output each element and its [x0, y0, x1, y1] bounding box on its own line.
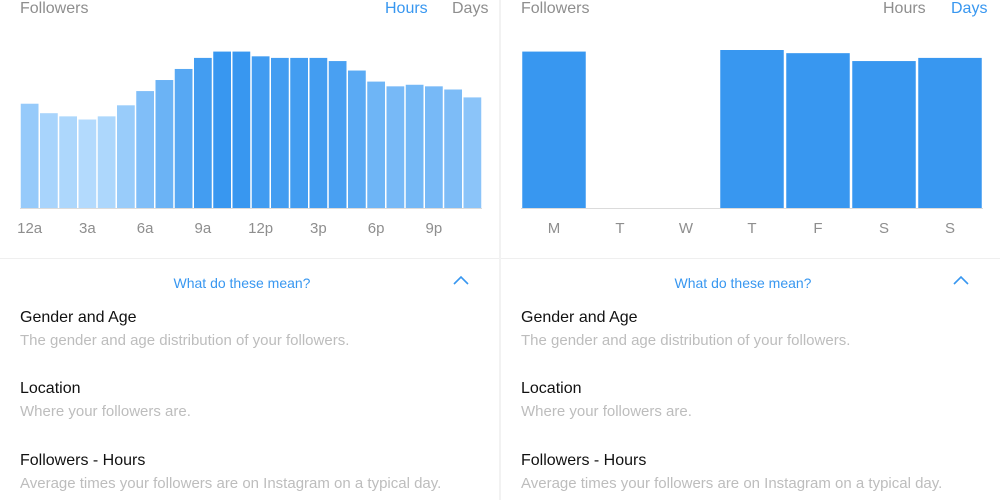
- chart-bar: [425, 86, 443, 208]
- chart-bar: [232, 51, 251, 208]
- meaning-row: What do these mean?: [0, 274, 499, 294]
- section-divider: [501, 258, 1000, 259]
- x-tick-label: 6a: [137, 220, 154, 237]
- definition-desc: Where your followers are.: [20, 403, 191, 420]
- definition-location: Location Where your followers are.: [20, 379, 191, 422]
- definition-title: Gender and Age: [521, 309, 638, 326]
- meaning-row: What do these mean?: [501, 274, 1000, 294]
- definition-gender-age: Gender and Age The gender and age distri…: [20, 308, 349, 351]
- chevron-up-icon[interactable]: [952, 274, 970, 286]
- definition-desc: The gender and age distribution of your …: [20, 332, 350, 349]
- chart-bar: [348, 70, 366, 208]
- x-tick-label: 12a: [17, 220, 43, 237]
- definition-desc: Average times your followers are on Inst…: [20, 475, 442, 492]
- followers-hours-chart: 12a 3a 6a 9a 12p 3p 6p 9p: [17, 51, 482, 237]
- x-tick-label: M: [548, 220, 561, 237]
- chart-bar: [328, 61, 347, 209]
- chart-bar: [155, 80, 174, 208]
- x-tick-label: 9a: [195, 220, 212, 237]
- panel-divider: [499, 0, 501, 500]
- panel-hours: Followers Hours Days 12a 3a 6a 9a 12p 3p 6p 9p …: [0, 0, 499, 500]
- definition-desc: Where your followers are.: [521, 403, 692, 420]
- x-tick-label: S: [945, 220, 955, 237]
- definition-location: Location Where your followers are.: [521, 379, 692, 422]
- chart-bar: [174, 68, 193, 209]
- tab-hours[interactable]: Hours: [385, 0, 428, 17]
- definition-title: Location: [521, 380, 582, 397]
- chart-bar: [463, 97, 482, 208]
- chevron-up-icon[interactable]: [452, 274, 470, 286]
- definition-desc: The gender and age distribution of your …: [521, 332, 851, 349]
- definition-followers-hours: Followers - Hours Average times your fol…: [521, 451, 942, 494]
- chart-bar: [386, 86, 405, 208]
- x-tick-label: F: [813, 220, 822, 237]
- definition-desc: Average times your followers are on Inst…: [521, 475, 943, 492]
- chart-bar: [78, 119, 97, 208]
- x-tick-label: T: [747, 220, 756, 237]
- chart-bar: [97, 116, 116, 208]
- chart-bar: [852, 61, 916, 209]
- x-tick-label: S: [879, 220, 889, 237]
- definition-gender-age: Gender and Age The gender and age distri…: [521, 308, 850, 351]
- x-tick-label: 6p: [368, 220, 385, 237]
- chart-bar: [251, 56, 270, 208]
- what-do-these-mean-link[interactable]: What do these mean?: [674, 275, 812, 291]
- x-tick-label: 9p: [426, 220, 443, 237]
- tab-days[interactable]: Days: [452, 0, 489, 17]
- chart-bar: [194, 57, 212, 209]
- what-do-these-mean-link[interactable]: What do these mean?: [173, 275, 311, 291]
- chart-bar: [59, 116, 77, 208]
- x-tick-label: T: [615, 220, 624, 237]
- chart-bar: [786, 53, 850, 208]
- panel-days: Followers Hours Days M T W T F S S What do the…: [501, 0, 1000, 500]
- x-tick-label: 3a: [79, 220, 96, 237]
- header-title: Followers: [521, 0, 590, 17]
- tab-hours[interactable]: Hours: [883, 0, 926, 17]
- section-divider: [0, 258, 499, 259]
- chart-bar: [117, 105, 135, 208]
- chart-bar: [136, 91, 154, 208]
- chart-bar: [309, 57, 328, 209]
- definition-title: Followers - Hours: [521, 452, 647, 469]
- chart-bar: [40, 113, 58, 208]
- chart-bar: [522, 51, 586, 208]
- header-title: Followers: [20, 0, 89, 17]
- definition-title: Location: [20, 380, 81, 397]
- chart-bar: [213, 51, 231, 208]
- x-tick-label: 3p: [310, 220, 327, 237]
- chart-bar: [444, 89, 462, 208]
- chart-bar: [367, 81, 385, 208]
- definition-title: Gender and Age: [20, 309, 137, 326]
- x-tick-label: W: [679, 220, 694, 237]
- definition-followers-hours: Followers - Hours Average times your fol…: [20, 451, 441, 494]
- chart-bar: [271, 57, 289, 209]
- chart-bar: [20, 103, 39, 208]
- tab-days[interactable]: Days: [951, 0, 988, 17]
- definition-title: Followers - Hours: [20, 452, 146, 469]
- chart-bar: [720, 50, 784, 208]
- x-tick-label: 12p: [248, 220, 273, 237]
- chart-bar: [290, 57, 308, 209]
- chart-bar: [918, 57, 982, 209]
- chart-bar: [405, 84, 424, 208]
